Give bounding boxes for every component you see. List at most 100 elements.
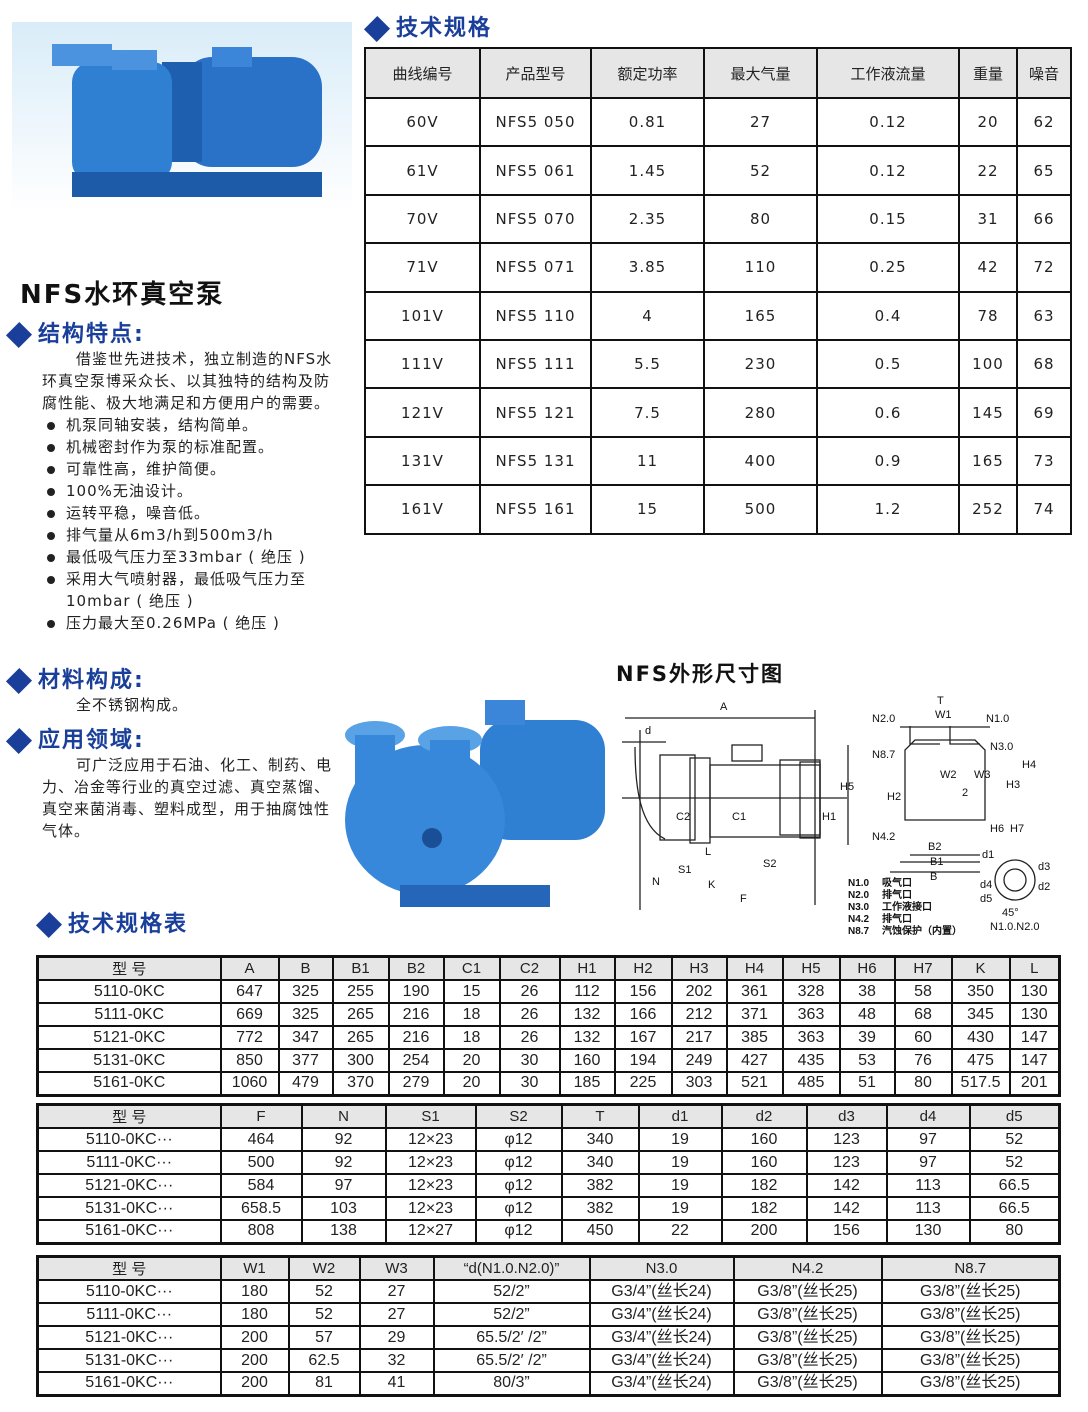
table-cell: 217	[670, 1025, 728, 1050]
table-cell: 300	[331, 1048, 390, 1073]
table-cell: 200	[219, 1325, 290, 1350]
table-cell: 100	[958, 338, 1018, 390]
dimension-label: H2	[887, 791, 901, 803]
legend-code: N8.7	[848, 926, 870, 937]
column-header: N8.7	[880, 1255, 1061, 1281]
table-cell: 371	[725, 1002, 784, 1027]
column-header: W3	[358, 1255, 435, 1281]
table-cell: 382	[560, 1173, 640, 1198]
table-cell: 5111-0KC···	[36, 1150, 222, 1175]
table-cell: G3/8”(丝长25)	[880, 1348, 1061, 1373]
table-cell: 97	[300, 1173, 387, 1198]
table-cell: 22	[637, 1219, 723, 1244]
table-row: 5121-0KC··· 584 97 12×23 φ12 382 19 182 142 113 66…	[36, 1173, 1061, 1198]
table-cell: 70V	[364, 193, 481, 245]
dimension-label: d	[645, 725, 651, 737]
table-cell: 340	[560, 1127, 640, 1152]
column-header: L	[1008, 955, 1061, 981]
dimension-label: W2	[940, 769, 957, 781]
table-cell: G3/8”(丝长25)	[732, 1325, 883, 1350]
table-cell: 517.5	[950, 1071, 1011, 1096]
table-cell: 225	[613, 1071, 673, 1096]
legend-text: 排气口	[882, 888, 912, 901]
table-cell: 252	[958, 484, 1018, 535]
column-header: 额定功率	[590, 47, 705, 99]
table-cell: 12×23	[384, 1173, 477, 1198]
table-cell: 145	[958, 387, 1018, 438]
table-cell: 658.5	[219, 1196, 303, 1221]
dimension-label: d3	[1038, 861, 1050, 873]
table-cell: 62	[1016, 96, 1072, 148]
table-cell: G3/4”(丝长24)	[588, 1302, 735, 1327]
dimension-label: B2	[928, 841, 941, 853]
dimension-label: H6	[990, 823, 1004, 835]
table-cell: 7.5	[590, 387, 705, 438]
column-header: H2	[613, 955, 673, 981]
table-cell: 80	[703, 193, 818, 245]
table-cell: NFS5 111	[479, 338, 592, 390]
table-cell: 808	[219, 1219, 303, 1244]
table-row: 5111-0KC 669 325 265 216 18 26 132 166 212 371 363 4…	[36, 1002, 1061, 1027]
table-cell: NFS5 131	[479, 435, 592, 487]
table-cell: 41	[358, 1371, 435, 1396]
table-cell: 62.5	[287, 1348, 361, 1373]
table-row: 111V NFS5 111 5.5 230 0.5 100 68	[364, 338, 1072, 390]
table-cell: 60	[893, 1025, 953, 1050]
table-cell: φ12	[474, 1173, 563, 1198]
table-row: 5161-0KC··· 200 81 41 80/3” G3/4”(丝长24) G3/8”(…	[36, 1371, 1061, 1396]
table-cell: 80	[968, 1219, 1061, 1244]
table-cell: 52/2”	[432, 1302, 591, 1327]
table-cell: 12×23	[384, 1196, 477, 1221]
table-cell: 200	[219, 1371, 290, 1396]
table-cell: 230	[703, 338, 818, 390]
pump-photo-top	[12, 22, 352, 212]
table-cell: 30	[498, 1048, 561, 1073]
table-cell: NFS5 050	[479, 96, 592, 148]
column-header: C1	[442, 955, 501, 981]
table-cell: 382	[560, 1196, 640, 1221]
table-cell: 167	[613, 1025, 673, 1050]
table-row: 5161-0KC··· 808 138 12×27 φ12 450 22 200 156 130 8…	[36, 1219, 1061, 1244]
diamond-icon	[35, 911, 63, 939]
dimension-label: d4	[980, 879, 992, 891]
table-cell: 363	[781, 1002, 841, 1027]
table-cell: 112	[558, 979, 616, 1004]
table-cell: 361	[725, 979, 784, 1004]
table-row: 5121-0KC··· 200 57 29 65.5/2′ /2” G3/4”(丝长24)…	[36, 1325, 1061, 1350]
structure-bullets: 机泵同轴安装，结构简单。 机械密封作为泵的标准配置。 可靠性高，维护简便。 100%无…	[10, 414, 345, 634]
table-cell: 19	[637, 1127, 723, 1152]
dimension-label: S1	[678, 864, 691, 876]
table-cell: 450	[560, 1219, 640, 1244]
table-cell: 328	[781, 979, 841, 1004]
table-cell: 20	[442, 1048, 501, 1073]
table-cell: 584	[219, 1173, 303, 1198]
column-header: d4	[885, 1103, 971, 1129]
table-cell: 464	[219, 1127, 303, 1152]
table-cell: 772	[219, 1025, 280, 1050]
table-cell: 363	[781, 1025, 841, 1050]
table-cell: 26	[498, 1002, 561, 1027]
dimensions-table-3: 型 号 W1 W2 W3 “d(N1.0.N2.0)” N3.0 N4.2 N8.7 5110-…	[36, 1255, 1061, 1397]
diamond-icon	[5, 321, 33, 349]
dims-heading: 技术规格表	[35, 906, 188, 939]
table-cell: G3/8”(丝长25)	[880, 1302, 1061, 1327]
dimension-label: H5	[840, 781, 854, 793]
column-header: H4	[725, 955, 784, 981]
table-cell: 80/3”	[432, 1371, 591, 1396]
column-header: B	[277, 955, 334, 981]
table-cell: 385	[725, 1025, 784, 1050]
column-header: d5	[968, 1103, 1061, 1129]
column-header: S2	[474, 1103, 563, 1129]
column-header: B1	[331, 955, 390, 981]
table-row: 5131-0KC··· 200 62.5 32 65.5/2′ /2” G3/4”(丝长2…	[36, 1348, 1061, 1373]
table-cell: 130	[1008, 1002, 1061, 1027]
column-header: 工作液流量	[816, 47, 960, 99]
table-cell: 76	[893, 1048, 953, 1073]
table-cell: 647	[219, 979, 280, 1004]
legend-code: N2.0	[848, 890, 870, 901]
dimension-label: A	[720, 701, 728, 713]
table-cell: NFS5 070	[479, 193, 592, 245]
column-header: N4.2	[732, 1255, 883, 1281]
